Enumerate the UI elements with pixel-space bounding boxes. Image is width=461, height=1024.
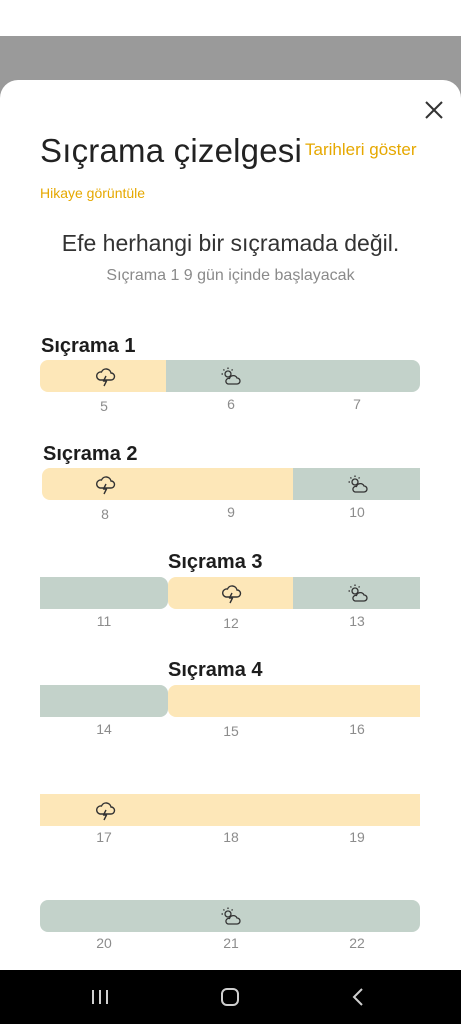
day-number: 19 bbox=[349, 829, 365, 845]
storm-cloud-icon bbox=[94, 800, 116, 822]
stormy-period-bar bbox=[168, 577, 294, 609]
leap-label: Sıçrama 3 bbox=[168, 551, 263, 573]
stormy-period-bar bbox=[42, 468, 294, 500]
day-number: 10 bbox=[349, 504, 365, 520]
leap-chart-sheet: Sıçrama çizelgesi Tarihleri göster Hikay… bbox=[0, 80, 461, 970]
view-story-link[interactable]: Hikaye görüntüle bbox=[40, 185, 146, 201]
day-number: 13 bbox=[349, 613, 365, 629]
sunny-period-bar bbox=[40, 685, 168, 717]
leap-status-text: Efe herhangi bir sıçramada değil. bbox=[61, 230, 400, 256]
status-bar bbox=[0, 0, 461, 36]
home-button[interactable] bbox=[210, 984, 250, 1010]
leap-label: Sıçrama 1 bbox=[41, 335, 136, 357]
stormy-period-bar bbox=[40, 794, 420, 826]
recent-apps-icon bbox=[92, 990, 108, 1004]
system-nav-bar bbox=[0, 970, 461, 1024]
recent-apps-button[interactable] bbox=[80, 984, 120, 1010]
day-number: 22 bbox=[349, 935, 365, 951]
show-dates-link[interactable]: Tarihleri göster bbox=[305, 140, 417, 159]
sun-cloud-icon bbox=[220, 906, 242, 928]
back-icon bbox=[352, 988, 363, 1006]
leap-label: Sıçrama 2 bbox=[43, 443, 138, 465]
sun-cloud-icon bbox=[347, 474, 369, 496]
day-number: 20 bbox=[96, 935, 112, 951]
day-number: 15 bbox=[223, 723, 239, 739]
leap-label: Sıçrama 4 bbox=[168, 659, 263, 681]
sun-cloud-icon bbox=[220, 366, 242, 388]
sunny-period-bar bbox=[166, 360, 420, 392]
day-number: 17 bbox=[96, 829, 112, 845]
page-title: Sıçrama çizelgesi bbox=[40, 132, 302, 169]
day-number: 9 bbox=[227, 504, 235, 520]
stormy-period-bar bbox=[168, 685, 420, 717]
day-number: 6 bbox=[227, 396, 235, 412]
day-number: 18 bbox=[223, 829, 239, 845]
day-number: 8 bbox=[101, 506, 109, 522]
home-icon bbox=[221, 988, 239, 1006]
day-number: 21 bbox=[223, 935, 239, 951]
storm-cloud-icon bbox=[94, 474, 116, 496]
back-button[interactable] bbox=[338, 984, 378, 1010]
day-number: 11 bbox=[96, 613, 112, 629]
storm-cloud-icon bbox=[220, 583, 242, 605]
sun-cloud-icon bbox=[347, 583, 369, 605]
stormy-period-bar bbox=[40, 360, 168, 392]
close-icon bbox=[425, 101, 443, 119]
close-button[interactable] bbox=[420, 96, 448, 124]
day-number: 16 bbox=[349, 721, 365, 737]
day-number: 5 bbox=[100, 398, 108, 414]
sunny-period-bar bbox=[40, 577, 168, 609]
storm-cloud-icon bbox=[94, 366, 116, 388]
next-leap-text: Sıçrama 1 9 gün içinde başlayacak bbox=[106, 267, 355, 284]
day-number: 7 bbox=[353, 396, 361, 412]
day-number: 14 bbox=[96, 721, 112, 737]
day-number: 12 bbox=[223, 615, 239, 631]
